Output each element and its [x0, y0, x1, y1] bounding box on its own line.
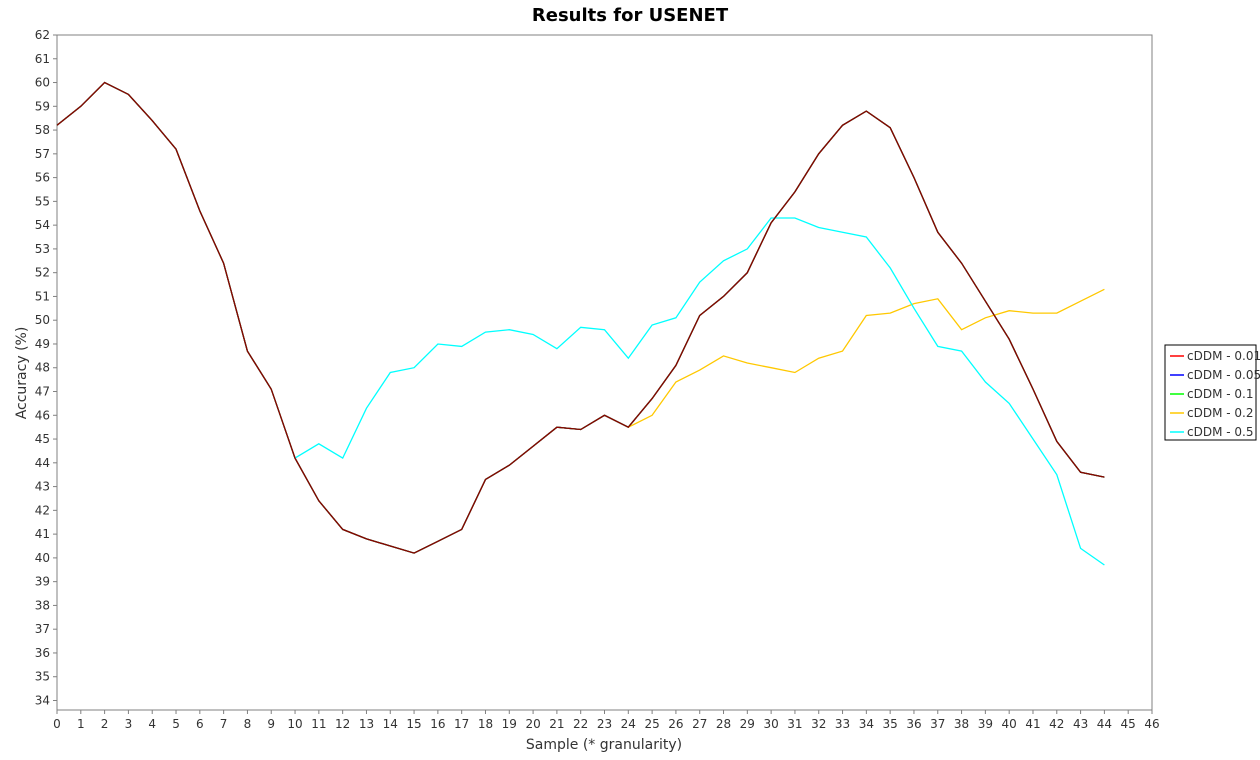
legend: cDDM - 0.01 cDDM - 0.05 cDDM - 0.1 cDDM - 0… [1164, 344, 1260, 441]
y-tick-label: 54 [35, 218, 50, 232]
x-tick-label: 17 [454, 717, 469, 731]
x-tick-label: 6 [196, 717, 204, 731]
x-tick-label: 35 [883, 717, 898, 731]
x-tick-label: 23 [597, 717, 612, 731]
x-tick-label: 4 [148, 717, 156, 731]
y-tick-label: 61 [35, 52, 50, 66]
legend-entry: cDDM - 0.01 [1187, 349, 1260, 363]
y-tick-label: 50 [35, 313, 50, 327]
y-tick-label: 41 [35, 527, 50, 541]
x-tick-label: 19 [502, 717, 517, 731]
series-line-4 [294, 217, 1105, 566]
y-tick-label: 57 [35, 147, 50, 161]
y-tick-label: 53 [35, 242, 50, 256]
legend-entry: cDDM - 0.05 [1187, 368, 1260, 382]
y-tick-label: 52 [35, 266, 50, 280]
y-tick-label: 60 [35, 76, 50, 90]
x-tick-label: 28 [716, 717, 731, 731]
x-tick-label: 37 [930, 717, 945, 731]
y-tick-label: 45 [35, 432, 50, 446]
x-tick-label: 15 [406, 717, 421, 731]
x-tick-label: 2 [101, 717, 109, 731]
x-tick-label: 30 [763, 717, 778, 731]
x-tick-label: 16 [430, 717, 445, 731]
y-tick-label: 39 [35, 575, 50, 589]
x-tick-label: 41 [1025, 717, 1040, 731]
x-tick-label: 12 [335, 717, 350, 731]
y-tick-label: 47 [35, 385, 50, 399]
x-tick-label: 1 [77, 717, 85, 731]
legend-entry: cDDM - 0.2 [1187, 406, 1253, 420]
chart-title: Results for USENET [532, 5, 729, 26]
x-tick-label: 7 [220, 717, 228, 731]
x-tick-label: 45 [1121, 717, 1136, 731]
x-tick-label: 34 [859, 717, 874, 731]
x-tick-label: 40 [1002, 717, 1017, 731]
x-tick-label: 46 [1144, 717, 1159, 731]
y-tick-label: 38 [35, 598, 50, 612]
plot-area [56, 34, 1153, 711]
x-tick-label: 32 [811, 717, 826, 731]
x-tick-label: 25 [644, 717, 659, 731]
y-tick-label: 37 [35, 622, 50, 636]
y-tick-label: 58 [35, 123, 50, 137]
y-axis-label: Accuracy (%) [14, 327, 30, 420]
x-tick-label: 3 [125, 717, 133, 731]
x-tick-label: 18 [478, 717, 493, 731]
x-tick-label: 22 [573, 717, 588, 731]
y-axis: 34 35 36 37 38 39 40 41 42 43 44 45 46 47 48 49 50 51 52 53… [35, 28, 57, 707]
x-tick-label: 26 [668, 717, 683, 731]
x-tick-label: 36 [906, 717, 921, 731]
x-tick-label: 31 [787, 717, 802, 731]
y-tick-label: 49 [35, 337, 50, 351]
x-tick-label: 39 [978, 717, 993, 731]
x-tick-label: 0 [53, 717, 61, 731]
x-tick-label: 38 [954, 717, 969, 731]
x-tick-label: 13 [359, 717, 374, 731]
y-tick-label: 51 [35, 289, 50, 303]
x-axis-label: Sample (* granularity) [526, 737, 682, 753]
x-tick-label: 8 [244, 717, 252, 731]
x-tick-label: 24 [621, 717, 636, 731]
x-tick-label: 20 [525, 717, 540, 731]
y-tick-label: 43 [35, 480, 50, 494]
y-tick-label: 40 [35, 551, 50, 565]
y-tick-label: 55 [35, 194, 50, 208]
x-tick-label: 21 [549, 717, 564, 731]
y-tick-label: 62 [35, 28, 50, 42]
x-tick-label: 27 [692, 717, 707, 731]
series-lines [56, 81, 1105, 566]
y-tick-label: 48 [35, 361, 50, 375]
y-tick-label: 59 [35, 99, 50, 113]
y-tick-label: 46 [35, 408, 50, 422]
x-tick-label: 43 [1073, 717, 1088, 731]
legend-entry: cDDM - 0.1 [1187, 387, 1253, 401]
x-tick-label: 9 [267, 717, 275, 731]
y-tick-label: 35 [35, 670, 50, 684]
x-tick-label: 10 [287, 717, 302, 731]
y-tick-label: 42 [35, 503, 50, 517]
x-tick-label: 44 [1097, 717, 1112, 731]
x-tick-label: 5 [172, 717, 180, 731]
x-tick-label: 14 [383, 717, 398, 731]
y-tick-label: 56 [35, 171, 50, 185]
series-line-5 [56, 81, 1105, 554]
legend-entry: cDDM - 0.5 [1187, 425, 1253, 439]
y-tick-label: 34 [35, 693, 50, 707]
x-tick-label: 42 [1049, 717, 1064, 731]
x-tick-label: 29 [740, 717, 755, 731]
x-axis: 0 1 2 3 4 5 6 7 8 9 10 11 12 13 14 15 16 17 18 19 20 21 22 23 24… [53, 710, 1160, 731]
x-tick-label: 33 [835, 717, 850, 731]
legend-box [1164, 344, 1257, 441]
x-tick-label: 11 [311, 717, 326, 731]
series-line-3 [628, 288, 1105, 428]
y-tick-label: 44 [35, 456, 50, 470]
y-tick-label: 36 [35, 646, 50, 660]
